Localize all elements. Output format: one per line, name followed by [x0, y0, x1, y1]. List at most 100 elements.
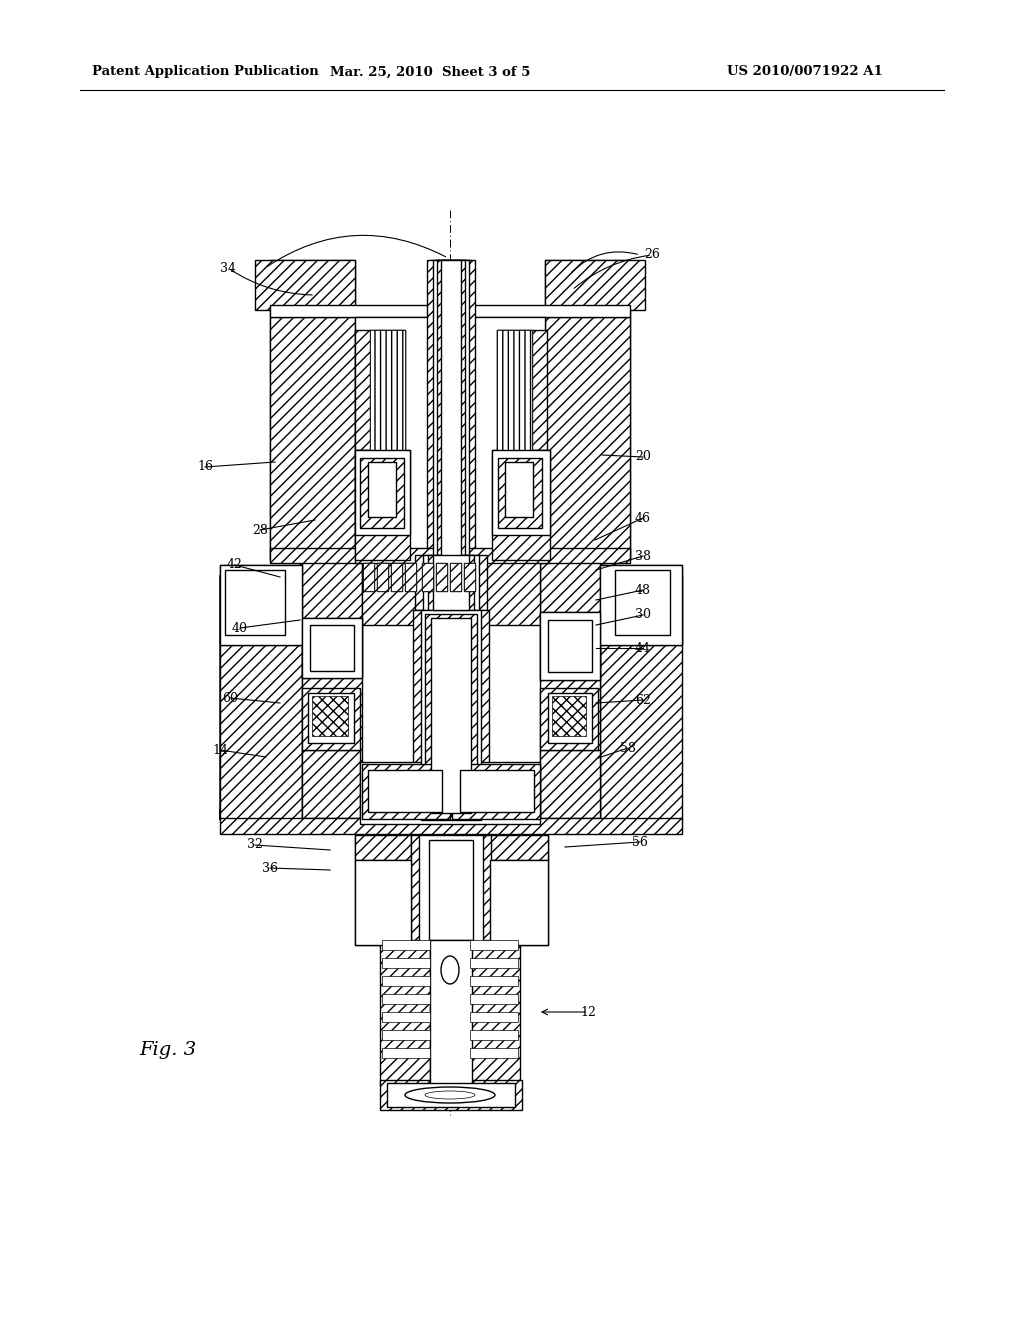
- Bar: [495, 862, 543, 942]
- Text: 62: 62: [635, 693, 651, 706]
- Bar: [540, 688, 598, 750]
- Bar: [308, 693, 354, 743]
- Bar: [427, 260, 475, 570]
- Bar: [423, 554, 479, 610]
- Bar: [380, 1080, 522, 1110]
- Text: 46: 46: [635, 511, 651, 524]
- Bar: [460, 770, 534, 812]
- Bar: [437, 260, 465, 570]
- Bar: [470, 1012, 518, 1022]
- Bar: [355, 317, 545, 560]
- Text: 16: 16: [197, 461, 213, 474]
- Bar: [470, 940, 518, 950]
- Bar: [411, 836, 490, 945]
- Text: US 2010/0071922 A1: US 2010/0071922 A1: [727, 66, 883, 78]
- Bar: [382, 940, 430, 950]
- Bar: [600, 565, 682, 645]
- Bar: [497, 330, 547, 450]
- Text: 26: 26: [644, 248, 659, 261]
- Bar: [370, 330, 406, 450]
- Bar: [492, 450, 550, 535]
- Bar: [540, 554, 602, 610]
- Bar: [220, 565, 302, 645]
- Bar: [382, 1030, 430, 1040]
- Bar: [355, 330, 406, 450]
- Bar: [355, 450, 410, 535]
- Bar: [302, 560, 362, 820]
- Bar: [548, 620, 592, 672]
- Text: 38: 38: [635, 549, 651, 562]
- Bar: [600, 565, 682, 645]
- Bar: [428, 554, 474, 610]
- Bar: [391, 564, 402, 591]
- Bar: [436, 564, 447, 591]
- Bar: [452, 764, 540, 818]
- Bar: [548, 693, 592, 743]
- Bar: [270, 260, 355, 560]
- Bar: [436, 564, 447, 591]
- Text: 32: 32: [247, 838, 263, 851]
- Bar: [225, 570, 285, 635]
- Bar: [545, 260, 645, 310]
- Text: 36: 36: [262, 862, 278, 874]
- Bar: [415, 554, 487, 610]
- Bar: [387, 1082, 515, 1107]
- Bar: [441, 260, 461, 570]
- Bar: [220, 576, 302, 820]
- Bar: [312, 696, 348, 737]
- Bar: [220, 818, 682, 834]
- Bar: [355, 836, 411, 945]
- Bar: [380, 940, 430, 1085]
- Polygon shape: [220, 576, 276, 820]
- Bar: [540, 554, 600, 573]
- Bar: [540, 560, 600, 820]
- Bar: [433, 260, 469, 570]
- Bar: [382, 975, 430, 986]
- Ellipse shape: [441, 956, 459, 983]
- Bar: [377, 564, 388, 591]
- Text: 44: 44: [635, 642, 651, 655]
- Bar: [545, 260, 630, 560]
- Text: Mar. 25, 2010  Sheet 3 of 5: Mar. 25, 2010 Sheet 3 of 5: [330, 66, 530, 78]
- Bar: [302, 688, 360, 750]
- Bar: [470, 975, 518, 986]
- Bar: [300, 554, 360, 573]
- Bar: [424, 836, 478, 945]
- Bar: [540, 612, 600, 680]
- Bar: [220, 565, 302, 645]
- Bar: [419, 836, 483, 945]
- Bar: [429, 840, 473, 940]
- Bar: [370, 330, 406, 450]
- Bar: [464, 564, 475, 591]
- Bar: [270, 305, 630, 317]
- Bar: [302, 618, 362, 678]
- Bar: [436, 260, 466, 315]
- Bar: [368, 462, 396, 517]
- Bar: [497, 330, 532, 450]
- Bar: [431, 618, 471, 813]
- Bar: [377, 564, 388, 591]
- Bar: [422, 564, 433, 591]
- Bar: [470, 1048, 518, 1059]
- Bar: [421, 610, 481, 820]
- Bar: [470, 958, 518, 968]
- Bar: [492, 450, 550, 560]
- Text: 28: 28: [252, 524, 268, 536]
- Bar: [422, 564, 433, 591]
- Bar: [490, 861, 548, 945]
- Bar: [464, 564, 475, 591]
- Text: 42: 42: [227, 558, 243, 572]
- Text: 58: 58: [621, 742, 636, 755]
- Bar: [490, 836, 548, 861]
- Text: Fig. 3: Fig. 3: [139, 1041, 197, 1059]
- Bar: [540, 750, 600, 818]
- Bar: [362, 560, 540, 624]
- Bar: [430, 940, 472, 1085]
- Bar: [355, 548, 548, 564]
- Bar: [362, 564, 374, 591]
- Bar: [368, 770, 442, 812]
- Bar: [406, 564, 416, 591]
- Bar: [425, 614, 477, 816]
- Bar: [430, 260, 472, 315]
- Bar: [382, 958, 430, 968]
